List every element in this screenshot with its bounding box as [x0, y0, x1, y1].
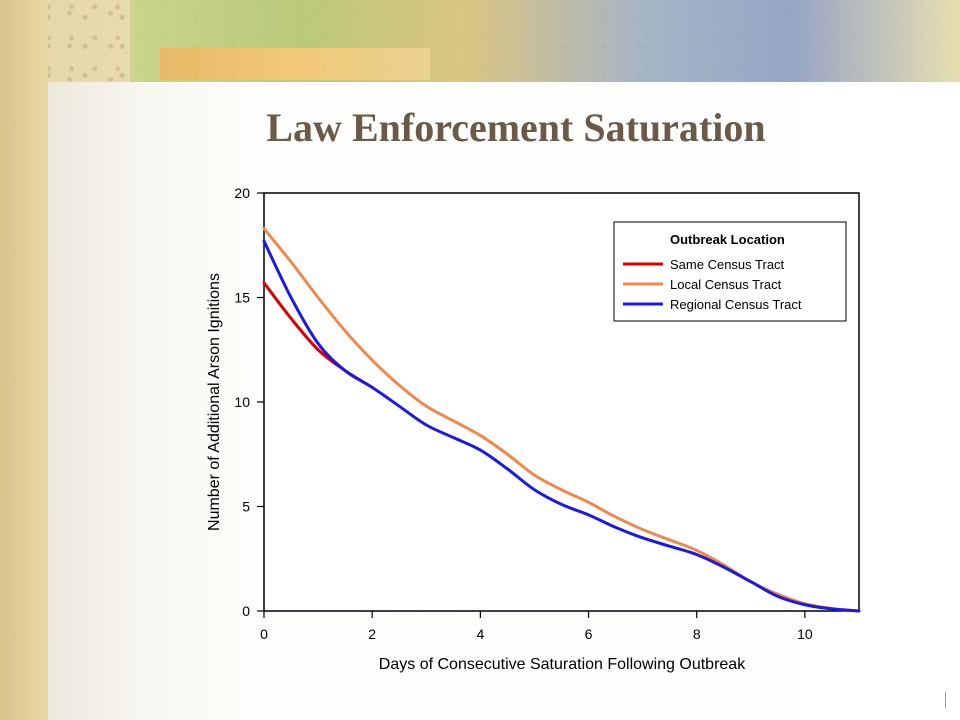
- x-tick-label: 6: [585, 626, 593, 642]
- x-tick-label: 2: [368, 626, 376, 642]
- y-tick-label: 5: [242, 499, 250, 515]
- x-tick-label: 4: [476, 626, 484, 642]
- y-tick-label: 20: [234, 185, 250, 201]
- y-tick-label: 0: [242, 603, 250, 619]
- legend: Outbreak Location Same Census Tract Local…: [613, 221, 847, 322]
- y-axis: 0 5 10 15 20: [234, 185, 264, 619]
- y-tick-label: 10: [234, 394, 250, 410]
- series-line-regional-census-tract: [262, 239, 861, 613]
- decorative-banner: [130, 0, 960, 82]
- y-tick-label: 15: [234, 290, 250, 306]
- x-tick-label: 10: [797, 626, 813, 642]
- legend-label-same-census-tract: Same Census Tract: [670, 257, 785, 272]
- decorative-banner-strip: [160, 48, 430, 80]
- slide-edge-marker: [945, 692, 946, 708]
- legend-label-local-census-tract: Local Census Tract: [670, 277, 782, 292]
- x-tick-label: 0: [260, 626, 268, 642]
- slide-title: Law Enforcement Saturation: [266, 105, 766, 150]
- x-axis-label: Days of Consecutive Saturation Following…: [379, 656, 746, 673]
- legend-label-regional-census-tract: Regional Census Tract: [670, 297, 802, 312]
- x-tick-label: 8: [693, 626, 701, 642]
- background-left-strip: [0, 0, 48, 720]
- y-axis-label: Number of Additional Arson Ignitions: [206, 273, 223, 531]
- series-lines: [262, 227, 861, 613]
- x-axis: 0 2 4 6 8 10: [260, 611, 813, 642]
- legend-title: Outbreak Location: [670, 232, 785, 247]
